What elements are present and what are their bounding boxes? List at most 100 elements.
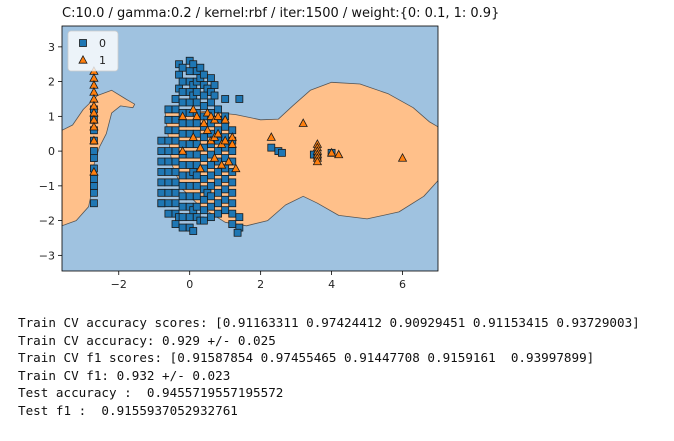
point-class-1 [202,125,213,134]
point-class-0 [164,126,173,135]
y-tick-label: 1 [48,110,55,123]
point-class-0 [185,119,194,128]
point-class-0 [157,178,166,187]
point-class-0 [185,67,194,76]
point-class-1 [89,166,99,176]
x-tick-label: 4 [328,278,335,291]
point-class-1 [199,118,209,127]
point-class-0 [228,188,237,197]
point-class-0 [235,95,244,103]
y-tick-label: 3 [48,41,55,54]
point-class-0 [164,136,173,145]
point-class-0 [175,70,183,79]
point-class-0 [228,178,237,187]
point-class-1 [397,153,408,162]
point-class-0 [171,199,180,208]
point-class-0 [228,147,237,156]
test-accuracy-line: Test accuracy : 0.9455719557195572 [18,385,284,400]
point-class-1 [220,135,230,145]
point-class-0 [199,133,208,142]
point-class-0 [185,98,194,107]
point-class-0 [90,154,98,162]
point-class-0 [207,181,215,190]
point-class-0 [189,227,198,235]
point-class-0 [171,220,180,228]
point-class-0 [164,105,173,114]
cv-accuracy-scores-line: Train CV accuracy scores: [0.91163311 0.… [18,315,640,330]
point-class-0 [210,91,219,100]
point-class-1 [231,163,241,173]
point-class-0 [178,161,187,169]
plot-frame [61,25,439,272]
point-class-0 [90,181,98,190]
point-class-0 [221,175,230,183]
point-class-0 [199,175,208,183]
point-class-0 [207,202,215,211]
point-class-1 [209,153,220,162]
point-class-1 [177,111,188,120]
point-class-0 [157,157,166,166]
legend-marker-0 [79,39,87,47]
point-class-0 [199,154,208,162]
point-class-1 [227,139,237,148]
point-class-0 [178,192,187,201]
legend: 01 [67,30,119,72]
point-class-0 [164,168,173,176]
point-class-0 [214,199,222,208]
point-class-0 [192,171,201,180]
point-class-1 [89,121,99,131]
point-class-0 [178,63,187,72]
point-class-0 [178,213,187,222]
point-class-0 [199,102,208,110]
point-class-0 [192,181,201,190]
point-class-0 [235,213,244,222]
point-class-0 [207,213,215,222]
point-class-1 [195,142,206,152]
point-class-1 [213,128,223,138]
point-class-1 [224,156,234,166]
cv-f1-scores-line: Train CV f1 scores: [0.91587854 0.974554… [18,350,595,365]
point-class-0 [199,195,208,204]
point-class-0 [178,129,187,138]
point-class-0 [207,161,215,169]
cv-f1-line: Train CV f1: 0.932 +/- 0.023 [18,367,231,383]
point-class-0 [221,95,230,103]
point-class-0 [185,192,194,201]
point-class-0 [157,147,166,156]
point-class-0 [199,91,208,100]
point-class-0 [178,119,187,128]
point-class-0 [192,98,201,107]
point-class-0 [221,122,230,131]
point-class-0 [171,105,180,114]
y-tick-label: −3 [39,249,55,262]
point-class-0 [157,168,166,176]
point-class-0 [164,209,173,218]
point-class-1 [195,163,206,173]
point-class-0 [171,168,180,176]
point-class-0 [178,88,187,96]
point-class-0 [221,185,230,194]
point-class-0 [171,147,180,156]
point-class-0 [185,150,194,159]
point-class-1 [298,118,308,127]
console-output: Train CV accuracy scores: [0.91163311 0.… [18,314,640,419]
point-class-1 [312,156,323,166]
point-class-1 [326,147,337,157]
test-f1-line: Test f1 : 0.9155937052932761 [18,402,238,418]
point-class-0 [207,171,215,180]
point-class-0 [171,126,180,135]
point-class-0 [157,199,166,208]
point-class-1 [192,111,202,120]
point-class-0 [171,188,180,197]
point-class-0 [164,115,173,124]
point-class-0 [178,223,187,232]
point-class-0 [178,98,187,107]
x-tick-label: −2 [111,278,127,291]
point-class-0 [189,60,198,69]
point-class-0 [207,74,215,83]
y-tick-label: −1 [39,180,55,193]
point-class-0 [278,148,286,157]
point-class-0 [196,63,205,72]
point-class-0 [171,115,180,124]
